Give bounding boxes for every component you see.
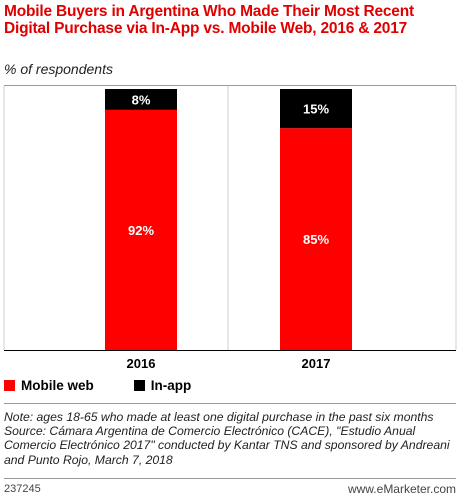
bar-mobile-web-2016 [105, 109, 177, 350]
bar-in-app-2017 [280, 89, 352, 129]
note-text: Note: ages 18-65 who made at least one d… [4, 410, 434, 424]
source-text: Source: Cámara Argentina de Comercio Ele… [4, 424, 450, 467]
bar-in-app-2016 [105, 89, 177, 110]
top-divider [4, 85, 456, 86]
legend-item-mobile-web: Mobile web [4, 378, 94, 393]
x-tick-label-2017: 2017 [302, 356, 331, 371]
legend-swatch-mobile-web [4, 380, 15, 391]
data-label-in-app-2017: 15% [303, 102, 329, 117]
footer-divider [4, 478, 456, 479]
legend-label-in-app: In-app [150, 378, 192, 393]
legend-item-in-app: In-app [133, 378, 192, 393]
data-label-mobile-web-2016: 92% [128, 223, 154, 238]
chart-subtitle: % of respondents [4, 61, 113, 77]
x-tick-label-2016: 2016 [127, 356, 156, 371]
brand-link[interactable]: www.eMarketer.com [347, 482, 456, 496]
data-label-mobile-web-2017: 85% [303, 232, 329, 247]
notes-divider [4, 403, 456, 404]
notes-block: Note: ages 18-65 who made at least one d… [4, 410, 456, 467]
stacked-bar-chart: 92% 8% 2016 85% 15% 2017 [3, 86, 457, 371]
data-label-in-app-2016: 8% [132, 92, 151, 107]
legend: Mobile web In-app [4, 378, 231, 393]
chart-title: Mobile Buyers in Argentina Who Made Thei… [4, 3, 414, 37]
chart-id: 237245 [4, 483, 41, 495]
legend-label-mobile-web: Mobile web [21, 378, 94, 393]
legend-swatch-in-app [133, 380, 145, 391]
bar-mobile-web-2017 [280, 128, 352, 350]
